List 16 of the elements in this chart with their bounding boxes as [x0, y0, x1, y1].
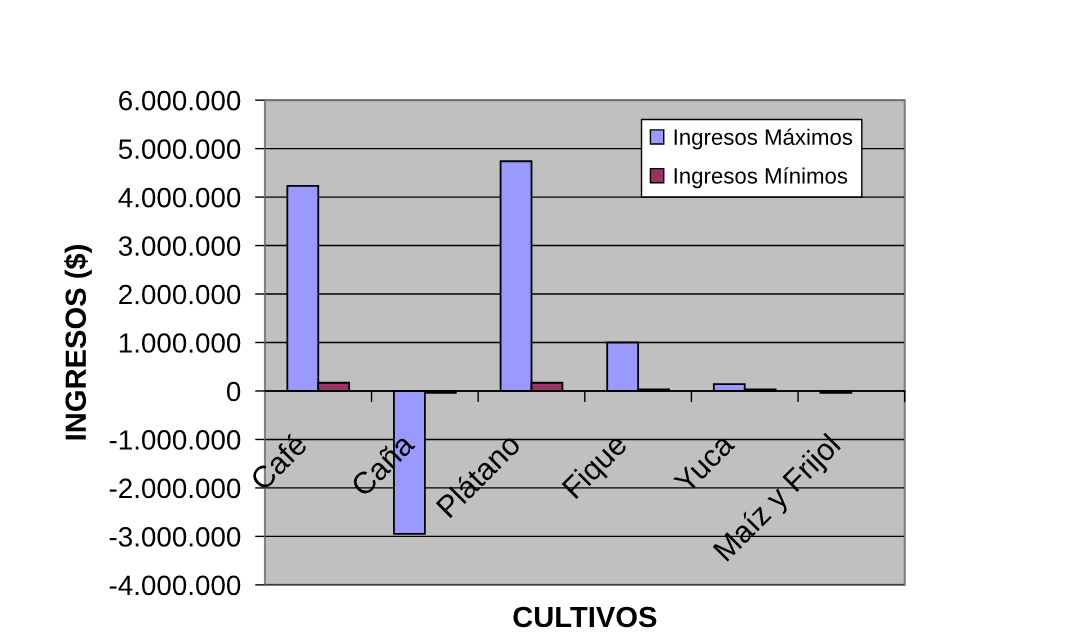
legend-label: Ingresos Mínimos: [674, 167, 848, 189]
y-tick-label: 3.000.000: [118, 236, 241, 256]
y-tick-label: 4.000.000: [118, 187, 241, 208]
y-tick-label: 2.000.000: [119, 284, 241, 305]
y-axis-title: INGRESOS ($): [64, 245, 92, 440]
y-tick-label: -4.000.000: [109, 575, 241, 596]
y-tick-label: -2.000.000: [109, 478, 241, 499]
y-tick-label: 1.000.000: [119, 333, 241, 353]
x-axis-title: CULTIVOS: [513, 606, 657, 628]
y-tick-label: 0: [226, 381, 241, 402]
legend-label: Ingresos Máximos: [674, 128, 853, 150]
x-tick-label: Yuca: [672, 431, 736, 495]
y-tick-label: -1.000.000: [109, 430, 241, 450]
y-tick-label: -3.000.000: [109, 527, 241, 547]
y-tick-label: 5.000.000: [118, 139, 241, 159]
y-tick-label: 6.000.000: [119, 90, 241, 111]
